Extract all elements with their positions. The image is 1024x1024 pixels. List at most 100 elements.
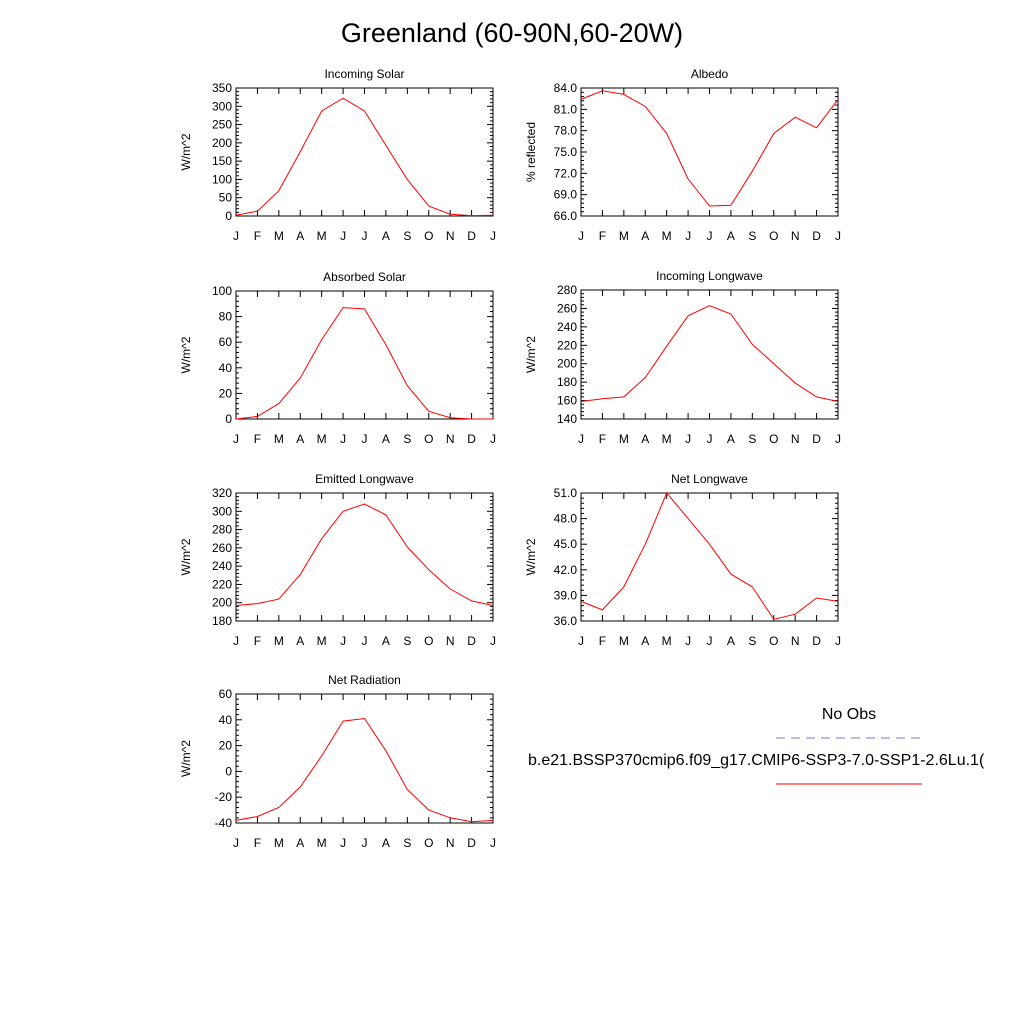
panel-4-ytick-label: 140: [557, 412, 577, 426]
panel-3-xtick-label: F: [254, 432, 261, 446]
panel-7-frame: [235, 693, 494, 824]
panel-5-xtick-label: A: [296, 634, 304, 648]
panel-4-ytick-label: 200: [557, 357, 577, 371]
panel-4-xtick-label: M: [662, 432, 672, 446]
panel-5-xtick-label: D: [467, 634, 476, 648]
panel-6-xtick-label: J: [835, 634, 841, 648]
panel-6-xtick-label: J: [707, 634, 713, 648]
panel-4-xtick-label: J: [685, 432, 691, 446]
panel-4-xtick-label: O: [769, 432, 778, 446]
panel-7-ylabel: W/m^2: [179, 740, 193, 777]
panel-7-xtick-label: J: [233, 836, 239, 850]
panel-7-ytick-label: 40: [219, 713, 233, 727]
panel-7-xtick-label: N: [446, 836, 455, 850]
panel-2-ytick-label: 75.0: [554, 145, 578, 159]
panel-3-ytick-label: 40: [219, 361, 233, 375]
panel-6-ylabel: W/m^2: [524, 538, 538, 575]
panel-3-xtick-label: J: [490, 432, 496, 446]
panel-3-ytick-label: 80: [219, 310, 233, 324]
panel-5-xtick-label: M: [274, 634, 284, 648]
panel-7-ytick-label: 0: [225, 764, 232, 778]
panel-2-xtick-label: J: [707, 229, 713, 243]
panel-3-ytick-label: 0: [225, 412, 232, 426]
panel-2-xtick-label: N: [791, 229, 800, 243]
panel-5-ytick-label: 180: [212, 614, 232, 628]
panel-1-xtick-label: S: [403, 229, 411, 243]
panel-5-ylabel: W/m^2: [179, 538, 193, 575]
panel-5-xtick-label: J: [362, 634, 368, 648]
panel-1-xtick-label: M: [274, 229, 284, 243]
panel-5-xtick-label: S: [403, 634, 411, 648]
panel-3-series-line: [235, 307, 493, 420]
panel-1-xtick-label: M: [317, 229, 327, 243]
panel-6-xtick-label: D: [812, 634, 821, 648]
panel-3-ytick-label: 20: [219, 386, 233, 400]
panel-4-ylabel: W/m^2: [524, 336, 538, 373]
panel-6-ytick-label: 45.0: [554, 537, 578, 551]
panel-4-xtick-label: S: [748, 432, 756, 446]
panel-5-title: Emitted Longwave: [315, 472, 414, 486]
panel-5-xtick-label: F: [254, 634, 261, 648]
panel-7-xtick-label: O: [424, 836, 433, 850]
panel-3-ytick-label: 60: [219, 335, 233, 349]
panel-7-xtick-label: J: [490, 836, 496, 850]
panel-1-ytick-label: 300: [212, 99, 232, 113]
panel-6-ytick-label: 51.0: [554, 486, 578, 500]
panel-7-xtick-label: A: [296, 836, 304, 850]
panel-4-ytick-label: 220: [557, 338, 577, 352]
panel-4-xtick-label: J: [578, 432, 584, 446]
panel-3-ytick-label: 100: [212, 284, 232, 298]
panel-4-ytick-label: 180: [557, 375, 577, 389]
panel-2-xtick-label: J: [578, 229, 584, 243]
panel-2-xtick-label: A: [727, 229, 735, 243]
panel-7-xtick-label: M: [317, 836, 327, 850]
panel-4-title: Incoming Longwave: [656, 269, 763, 283]
panel-1-xtick-label: J: [340, 229, 346, 243]
panel-4-xtick-label: A: [641, 432, 649, 446]
panel-5-ytick-label: 300: [212, 504, 232, 518]
panel-5-ytick-label: 200: [212, 596, 232, 610]
panel-3-title: Absorbed Solar: [323, 270, 406, 284]
panel-2-title: Albedo: [691, 67, 729, 81]
panel-2-ylabel: % reflected: [524, 122, 538, 182]
panel-3-xtick-label: D: [467, 432, 476, 446]
panel-3-xtick-label: M: [317, 432, 327, 446]
panel-6-xtick-label: F: [599, 634, 606, 648]
panel-4-xtick-label: J: [707, 432, 713, 446]
panel-4-ytick-label: 240: [557, 320, 577, 334]
panel-5-xtick-label: A: [382, 634, 390, 648]
panel-7-ytick-label: 60: [219, 687, 233, 701]
legend-case-label: b.e21.BSSP370cmip6.f09_g17.CMIP6-SSP3-7.…: [528, 752, 985, 769]
panel-4-xtick-label: J: [835, 432, 841, 446]
panel-7-xtick-label: M: [274, 836, 284, 850]
panel-7-ytick-label: 20: [219, 739, 233, 753]
panel-4-xtick-label: M: [619, 432, 629, 446]
panel-6-frame: [580, 492, 839, 622]
panel-4-xtick-label: A: [727, 432, 735, 446]
panel-5-xtick-label: J: [490, 634, 496, 648]
panel-4-ytick-label: 260: [557, 301, 577, 315]
panel-1-ytick-label: 150: [212, 154, 232, 168]
panel-7-xtick-label: F: [254, 836, 261, 850]
panel-3-xtick-label: M: [274, 432, 284, 446]
panel-6-xtick-label: J: [578, 634, 584, 648]
panel-6-ytick-label: 36.0: [554, 614, 578, 628]
panel-3-ylabel: W/m^2: [179, 336, 193, 373]
panel-2-xtick-label: D: [812, 229, 821, 243]
panel-4-ytick-label: 160: [557, 394, 577, 408]
panel-2-ytick-label: 72.0: [554, 166, 578, 180]
panel-1-xtick-label: D: [467, 229, 476, 243]
panel-2-xtick-label: J: [685, 229, 691, 243]
panel-2-xtick-label: S: [748, 229, 756, 243]
panel-5-ytick-label: 240: [212, 559, 232, 573]
panel-3-xtick-label: O: [424, 432, 433, 446]
panel-1-ylabel: W/m^2: [179, 133, 193, 170]
panel-1-xtick-label: A: [382, 229, 390, 243]
panel-4-xtick-label: D: [812, 432, 821, 446]
panel-3-xtick-label: J: [340, 432, 346, 446]
panel-2-ytick-label: 69.0: [554, 188, 578, 202]
panel-6-ytick-label: 39.0: [554, 588, 578, 602]
panel-4-xtick-label: N: [791, 432, 800, 446]
panel-3-frame: [235, 290, 494, 420]
